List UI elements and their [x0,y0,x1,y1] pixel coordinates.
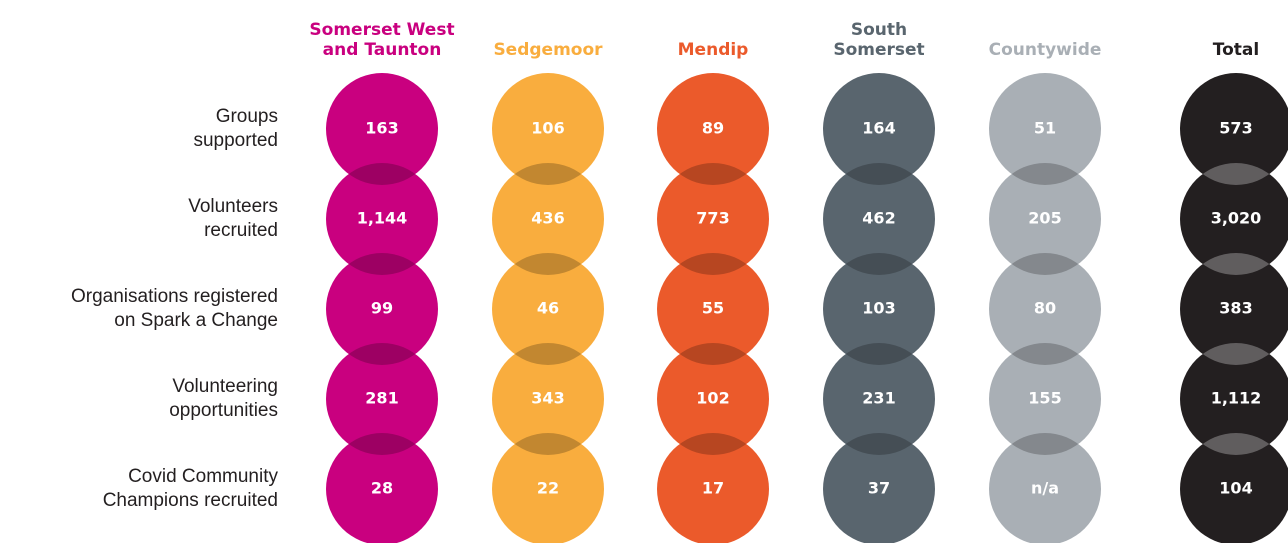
value: 106 [531,119,564,138]
circle [823,343,935,455]
value: 155 [1028,389,1061,408]
row-label: recruited [204,220,278,241]
column-header: Somerset West [309,20,454,40]
row-label: Groups [216,106,278,127]
circle [823,73,935,185]
value: 383 [1219,299,1252,318]
value: 103 [862,299,895,318]
value: 99 [371,299,393,318]
circle [989,163,1101,275]
circle [492,253,604,365]
value: 205 [1028,209,1061,228]
circle [1180,73,1288,185]
value: 462 [862,209,895,228]
circle [823,253,935,365]
row-label: Volunteers [188,196,278,217]
circle [1180,433,1288,543]
circle [326,163,438,275]
value: 55 [702,299,724,318]
circle [326,343,438,455]
value: 3,020 [1211,209,1262,228]
value: 28 [371,479,393,498]
circle [657,163,769,275]
row-label: Volunteering [172,376,278,397]
value: n/a [1031,479,1059,498]
value: 343 [531,389,564,408]
column-header: Somerset [833,40,924,60]
circle [657,253,769,365]
row-label: Champions recruited [103,490,278,511]
circle [823,433,935,543]
circle [989,433,1101,543]
circle [326,433,438,543]
circle [823,163,935,275]
column-header: Sedgemoor [493,40,603,60]
row-label: on Spark a Change [114,310,278,331]
circle [492,163,604,275]
value: 1,144 [357,209,408,228]
value: 17 [702,479,724,498]
circle [492,433,604,543]
circle [1180,163,1288,275]
column-header: and Taunton [323,40,442,60]
value: 102 [696,389,729,408]
row-label: opportunities [169,400,278,421]
circle [989,343,1101,455]
circle [1180,343,1288,455]
value: 104 [1219,479,1252,498]
column-header: South [851,20,907,40]
circle [657,73,769,185]
column-header: Total [1213,40,1259,60]
value: 89 [702,119,724,138]
value: 46 [537,299,559,318]
value: 80 [1034,299,1056,318]
circle [989,73,1101,185]
value: 163 [365,119,398,138]
value: 436 [531,209,564,228]
value: 1,112 [1211,389,1262,408]
value: 51 [1034,119,1056,138]
value: 37 [868,479,890,498]
row-label: Organisations registered [71,286,278,307]
circle [326,253,438,365]
circle [657,343,769,455]
circle [492,343,604,455]
value: 773 [696,209,729,228]
row-label: supported [193,130,278,151]
circle [492,73,604,185]
value: 231 [862,389,895,408]
circle [989,253,1101,365]
value: 281 [365,389,398,408]
circle [326,73,438,185]
value: 164 [862,119,895,138]
value: 22 [537,479,559,498]
column-header: Mendip [678,40,749,60]
value: 573 [1219,119,1252,138]
column-header: Countywide [989,40,1102,60]
circle [657,433,769,543]
circle [1180,253,1288,365]
row-label: Covid Community [128,466,278,487]
